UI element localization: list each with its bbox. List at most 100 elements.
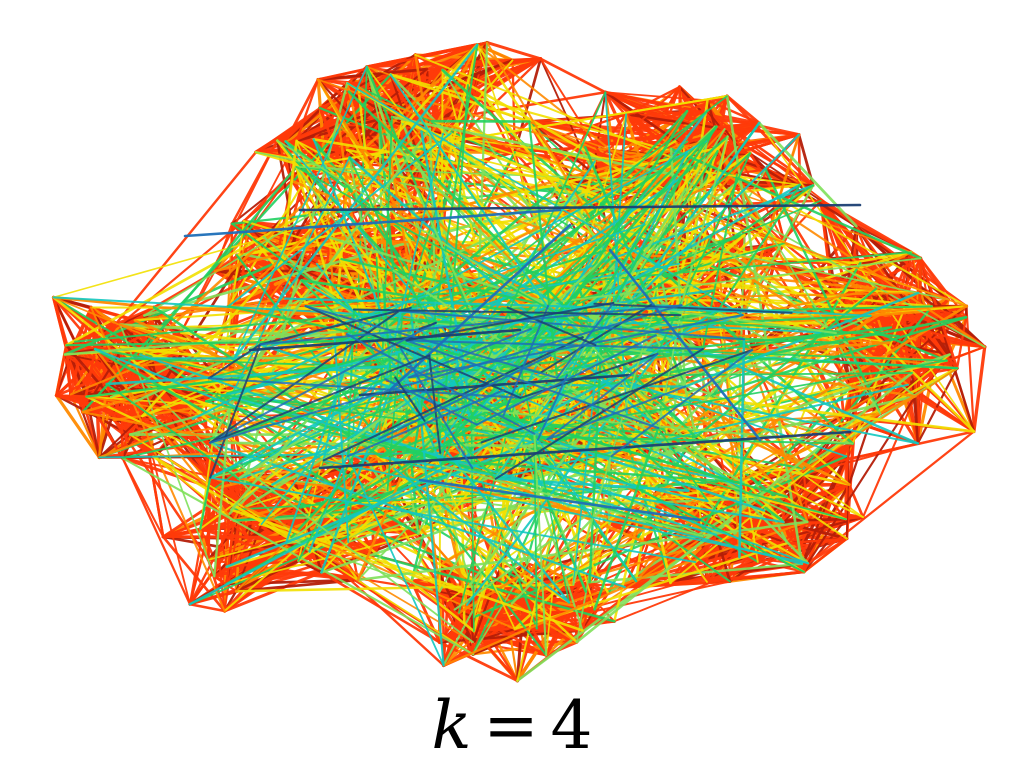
graph-edge <box>486 41 612 254</box>
graph-edge <box>366 460 389 492</box>
graph-edge <box>183 208 562 238</box>
graph-edge <box>725 94 761 125</box>
graph-edge <box>375 256 381 335</box>
graph-edge <box>152 455 294 543</box>
graph-edge <box>847 334 900 486</box>
network-graph <box>51 40 987 683</box>
graph-edge <box>903 306 910 386</box>
graph-edge <box>81 347 97 414</box>
graph-edge <box>414 53 692 166</box>
graph-edge <box>593 426 660 611</box>
graph-edge <box>297 381 393 562</box>
graph-edge <box>607 251 612 525</box>
caption-variable: k <box>431 687 472 764</box>
graph-edge <box>955 316 968 370</box>
graph-edge <box>322 459 809 565</box>
graph-edge <box>669 147 922 260</box>
graph-edge <box>179 331 976 433</box>
graph-edge <box>409 249 607 309</box>
graph-edge <box>444 245 659 356</box>
graph-edge <box>378 354 552 440</box>
graph-edge <box>414 185 502 377</box>
graph-edge <box>390 115 677 177</box>
graph-edge <box>694 287 878 439</box>
graph-edge <box>470 408 854 445</box>
graph-edge <box>145 383 549 441</box>
graph-edge <box>232 43 479 360</box>
graph-edge <box>802 518 848 573</box>
graph-edge <box>138 43 479 357</box>
graph-edge <box>965 305 975 433</box>
graph-edge <box>284 140 454 342</box>
graph-edge <box>682 144 986 348</box>
graph-edge <box>604 91 709 102</box>
graph-edge <box>229 127 432 398</box>
graph-edge <box>445 433 854 445</box>
graph-edge <box>304 251 912 307</box>
graph-edge <box>418 321 437 330</box>
graph-edge <box>715 199 822 312</box>
graph-edge <box>742 338 809 524</box>
graph-edge <box>295 78 320 143</box>
figure-caption: k = 4 <box>0 688 1024 764</box>
graph-edge <box>757 121 858 228</box>
graph-edge <box>259 304 683 346</box>
graph-edge <box>188 602 226 613</box>
graph-edge <box>471 627 538 656</box>
graph-edge <box>593 367 958 611</box>
graph-edge <box>283 297 793 314</box>
graph-edge <box>738 556 806 573</box>
graph-edge <box>143 132 444 317</box>
graph-edge <box>74 309 401 343</box>
graph-edge <box>230 309 401 512</box>
graph-edge <box>513 151 683 179</box>
graph-edge <box>138 165 298 356</box>
graph-edge <box>603 90 801 137</box>
graph-edge <box>480 349 753 444</box>
graph-edge <box>506 257 922 309</box>
graph-edge <box>213 575 238 593</box>
graph-edge <box>141 43 479 418</box>
graph-edge <box>345 333 536 435</box>
caption-value: 4 <box>550 687 593 764</box>
graph-edge <box>593 302 793 314</box>
graph-edge <box>348 156 478 426</box>
graph-edge <box>476 43 569 317</box>
graph-edge <box>539 57 646 226</box>
graph-edge <box>533 432 548 657</box>
graph-edge <box>398 309 745 341</box>
graph-edge <box>654 334 840 345</box>
graph-edge <box>254 151 746 236</box>
graph-edge <box>539 57 581 146</box>
graph-edge <box>457 304 968 615</box>
graph-edge <box>540 371 745 484</box>
graph-edge <box>121 456 192 606</box>
graph-edge <box>260 347 402 526</box>
graph-edge <box>738 556 803 565</box>
graph-edge <box>209 343 262 479</box>
graph-edge <box>209 321 437 444</box>
graph-edge <box>715 133 801 150</box>
graph-edge <box>540 303 652 374</box>
graph-edge <box>234 559 300 593</box>
graph-edge <box>284 109 689 545</box>
graph-edge <box>468 334 658 587</box>
graph-edge <box>737 180 882 415</box>
graph-edge <box>522 460 709 503</box>
graph-edge <box>259 306 412 346</box>
graph-edge <box>446 599 475 656</box>
graph-edge <box>608 248 762 442</box>
graph-edge <box>405 301 615 342</box>
graph-edge <box>188 590 238 606</box>
graph-edge <box>802 467 809 523</box>
graph-edge <box>420 130 473 411</box>
graph-edge <box>802 562 810 573</box>
graph-edge <box>453 435 698 611</box>
graph-edge <box>230 156 351 398</box>
graph-edge <box>389 41 489 76</box>
graph-edge <box>613 135 729 263</box>
graph-edge <box>243 506 516 631</box>
graph-edge <box>537 438 805 573</box>
graph-edge <box>390 199 822 384</box>
